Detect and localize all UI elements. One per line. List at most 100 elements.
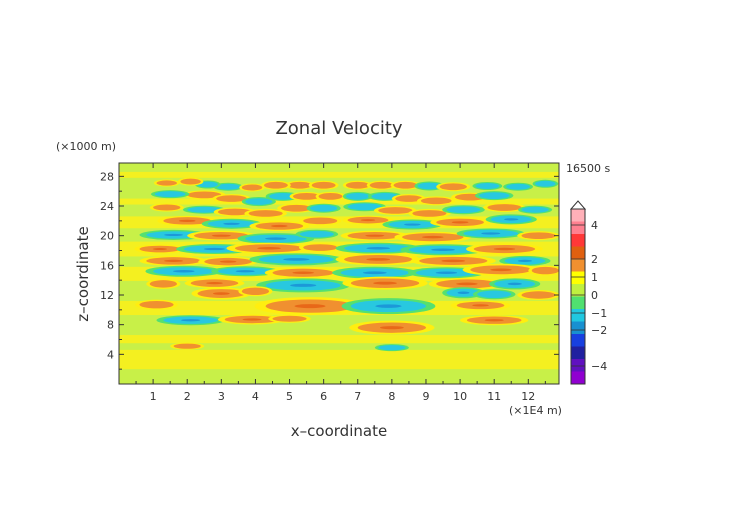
negative-core	[517, 259, 533, 263]
positive-anomaly	[187, 191, 222, 199]
negative-core	[283, 258, 310, 261]
x-tick-label: 9	[422, 390, 429, 403]
colorbar-swatch	[571, 271, 585, 285]
positive-anomaly	[241, 287, 270, 296]
negative-core	[504, 218, 519, 221]
negative-core	[164, 233, 184, 237]
negative-core	[290, 283, 317, 287]
negative-core	[362, 271, 387, 275]
negative-core	[203, 247, 226, 251]
positive-anomaly	[487, 204, 522, 211]
y-tick-label: 24	[100, 200, 114, 213]
positive-anomaly	[395, 195, 423, 202]
positive-core	[206, 282, 223, 285]
negative-anomaly	[477, 290, 512, 298]
negative-anomaly	[269, 193, 297, 200]
negative-anomaly	[197, 181, 218, 188]
colorbar-swatch	[571, 359, 585, 372]
x-tick-label: 12	[521, 390, 535, 403]
x-unit-label: (×1E4 m)	[509, 404, 562, 417]
y-tick-label: 28	[100, 170, 114, 183]
x-tick-label: 11	[487, 390, 501, 403]
colorbar-swatch	[571, 334, 585, 347]
negative-core	[265, 237, 287, 240]
positive-core	[493, 247, 516, 251]
positive-anomaly	[393, 181, 418, 189]
positive-anomaly	[412, 210, 447, 217]
x-axis-label: x–coordinate	[291, 422, 387, 440]
positive-anomaly	[531, 266, 559, 275]
field-band	[119, 171, 559, 178]
positive-anomaly	[241, 184, 263, 191]
x-tick-label: 7	[354, 390, 361, 403]
colorbar-tick-label: 2	[591, 253, 598, 266]
colorbar-tick-label: 1	[591, 271, 598, 284]
positive-anomaly	[153, 204, 181, 211]
negative-core	[181, 319, 201, 322]
colorbar-swatch	[571, 321, 585, 335]
negative-anomaly	[245, 198, 273, 205]
colorbar-tick-label: 0	[591, 289, 598, 302]
positive-core	[360, 219, 376, 222]
positive-anomaly	[420, 197, 452, 205]
negative-anomaly	[535, 180, 556, 187]
negative-core	[235, 270, 255, 273]
negative-core	[173, 270, 195, 273]
positive-anomaly	[292, 193, 321, 200]
negative-core	[366, 247, 391, 250]
positive-anomaly	[139, 300, 174, 309]
negative-core	[375, 304, 402, 308]
negative-anomaly	[521, 206, 549, 213]
colorbar-tick-label: −2	[591, 324, 607, 337]
positive-core	[422, 235, 444, 239]
negative-anomaly	[216, 183, 241, 190]
negative-anomaly	[347, 203, 382, 211]
colorbar-swatch	[571, 259, 585, 272]
x-tick-label: 2	[184, 390, 191, 403]
positive-core	[490, 268, 512, 272]
positive-anomaly	[521, 291, 556, 299]
field-layer	[119, 171, 559, 370]
positive-core	[219, 260, 237, 263]
field-band	[119, 335, 559, 344]
colorbar-swatch	[571, 296, 585, 310]
negative-core	[481, 232, 501, 235]
colorbar-tick-label: −4	[591, 360, 607, 373]
colorbar-swatch	[571, 209, 585, 222]
plot-frame	[118, 162, 560, 385]
negative-anomaly	[478, 192, 510, 199]
heatmap-field	[119, 163, 559, 384]
positive-core	[164, 259, 184, 263]
positive-core	[242, 318, 262, 321]
colorbar-swatch	[571, 309, 585, 322]
y-tick-label: 16	[100, 259, 114, 272]
negative-anomaly	[417, 182, 442, 190]
negative-core	[435, 271, 458, 274]
positive-core	[441, 259, 466, 263]
negative-core	[457, 291, 470, 295]
positive-anomaly	[263, 181, 288, 189]
positive-core	[212, 292, 230, 295]
positive-anomaly	[439, 183, 467, 191]
positive-core	[178, 219, 196, 222]
colorbar-swatch	[571, 234, 585, 247]
x-tick-label: 3	[218, 390, 225, 403]
negative-anomaly	[475, 183, 500, 189]
positive-core	[270, 224, 288, 228]
positive-core	[211, 234, 231, 237]
y-tick-label: 20	[100, 230, 114, 243]
chart-title: Zonal Velocity	[275, 118, 402, 139]
y-unit-label: (×1000 m)	[56, 140, 116, 153]
negative-core	[403, 223, 421, 226]
negative-anomaly	[446, 206, 481, 214]
colorbar: 4 2 1 0 −1 −2 −4	[569, 200, 607, 385]
y-axis-label: z–coordinate	[74, 226, 92, 321]
negative-core	[431, 248, 455, 251]
positive-anomaly	[173, 343, 201, 349]
positive-anomaly	[149, 280, 177, 288]
negative-anomaly	[299, 230, 334, 238]
positive-anomaly	[216, 195, 247, 202]
colorbar-swatch	[571, 284, 585, 297]
negative-anomaly	[187, 206, 222, 213]
